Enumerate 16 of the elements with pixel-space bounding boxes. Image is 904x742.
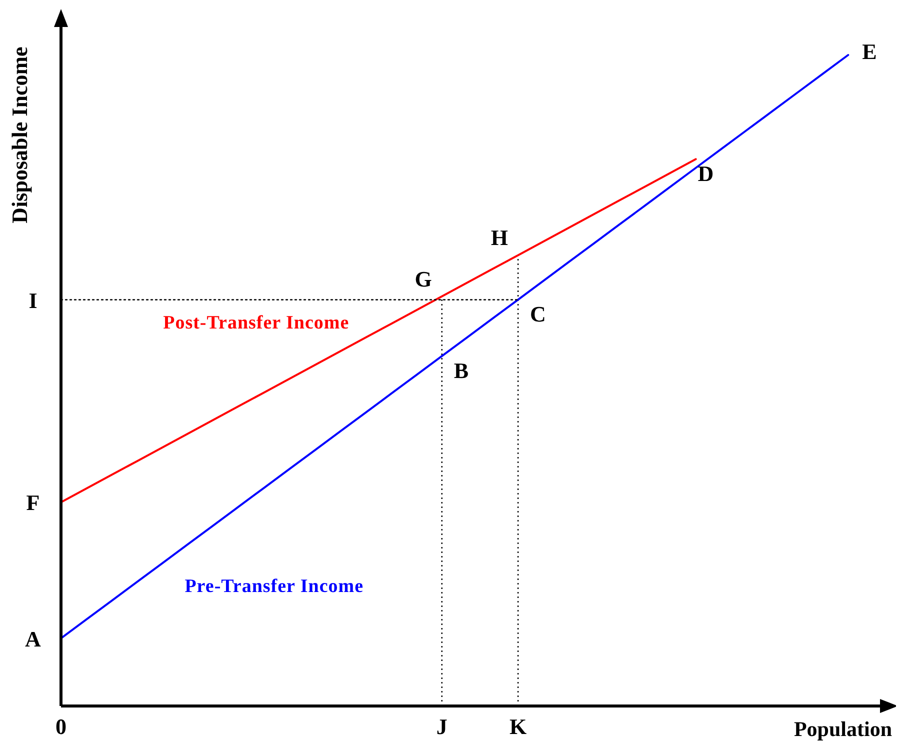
annotation: H bbox=[490, 225, 508, 250]
series-label: Pre-Transfer Income bbox=[184, 576, 364, 597]
annotation: E bbox=[862, 39, 877, 64]
y-axis-title: Disposable Income bbox=[7, 46, 32, 224]
annotation: F bbox=[26, 490, 40, 516]
annotation: I bbox=[28, 288, 38, 313]
annotation: D bbox=[698, 161, 714, 186]
x-tick-label: J bbox=[436, 714, 448, 739]
annotation: B bbox=[454, 358, 469, 384]
series-label: Post-Transfer Income bbox=[163, 312, 350, 334]
annotation: A bbox=[25, 626, 42, 652]
annotation: G bbox=[414, 266, 432, 292]
x-tick-label: 0 bbox=[56, 714, 66, 739]
x-axis-title: Population bbox=[794, 717, 892, 741]
annotation: C bbox=[530, 302, 546, 327]
x-tick-label: K bbox=[509, 714, 527, 739]
